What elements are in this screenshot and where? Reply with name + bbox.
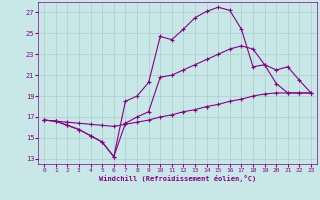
X-axis label: Windchill (Refroidissement éolien,°C): Windchill (Refroidissement éolien,°C): [99, 175, 256, 182]
